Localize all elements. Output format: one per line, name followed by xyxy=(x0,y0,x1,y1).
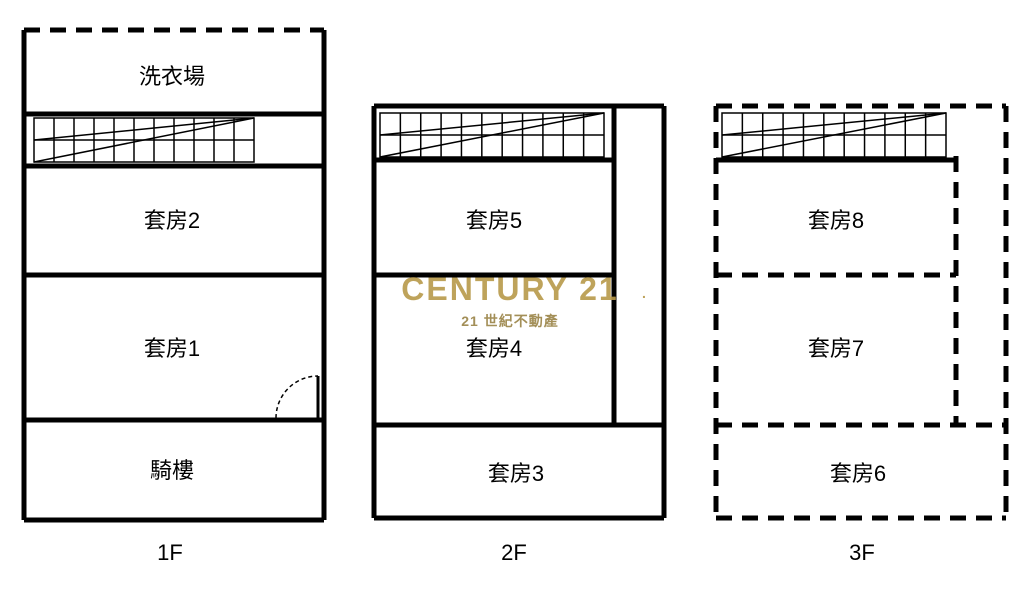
floorplan-canvas: 洗衣場套房2 套房1 騎樓 1F 套房5 套房4 套房3 2F 套房8 套房7 套房6 3F CENTU… xyxy=(0,0,1024,602)
room-label: 套房1 xyxy=(144,336,200,361)
room-label: 套房4 xyxy=(466,336,522,361)
floor-label: 2F xyxy=(501,540,527,565)
room-label: 套房6 xyxy=(830,461,886,486)
room-label: 套房2 xyxy=(144,208,200,233)
room-label: 騎樓 xyxy=(150,458,194,483)
room-label: 套房5 xyxy=(466,208,522,233)
floor-label: 3F xyxy=(849,540,875,565)
watermark: CENTURY 21. 21 世紀不動產 xyxy=(401,271,648,329)
room-label: 套房7 xyxy=(808,336,864,361)
room-label: 洗衣場 xyxy=(139,64,205,89)
floor-2F: 套房5 套房4 套房3 2F xyxy=(374,106,664,565)
svg-text:.: . xyxy=(642,285,648,301)
svg-text:CENTURY 21: CENTURY 21 xyxy=(401,271,618,307)
svg-text:21 世紀不動產: 21 世紀不動產 xyxy=(461,313,558,329)
floor-3F: 套房8 套房7 套房6 3F xyxy=(716,106,1006,565)
room-label: 套房3 xyxy=(488,461,544,486)
floor-label: 1F xyxy=(157,540,183,565)
floor-1F: 洗衣場套房2 套房1 騎樓 1F xyxy=(24,30,324,565)
room-label: 套房8 xyxy=(808,208,864,233)
